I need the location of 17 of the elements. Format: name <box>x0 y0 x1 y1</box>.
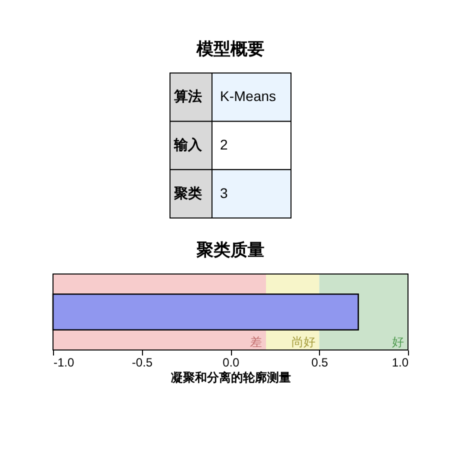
text: 2 <box>220 136 228 152</box>
band-label: 差 <box>250 335 262 349</box>
x-tick-label: 1.0 <box>392 356 409 370</box>
chart-title: 聚类质量 <box>196 240 264 260</box>
x-tick-label: -0.5 <box>132 356 153 370</box>
category-label: 输入 <box>173 138 203 154</box>
category-label: 算法 <box>173 89 202 106</box>
band-label: 尚好 <box>291 335 316 349</box>
band-label: 好 <box>392 335 404 349</box>
text: 模型概要 <box>196 40 264 60</box>
text: K-Means <box>220 88 276 104</box>
category-label: 聚类 <box>173 186 202 202</box>
text: 3 <box>220 184 228 201</box>
x-tick-label: 0.5 <box>311 356 328 370</box>
x-tick-label: 0.0 <box>222 356 240 370</box>
x-axis-title: 凝聚和分离的轮廓测量 <box>171 370 291 384</box>
x-tick-label: -1.0 <box>54 356 75 370</box>
